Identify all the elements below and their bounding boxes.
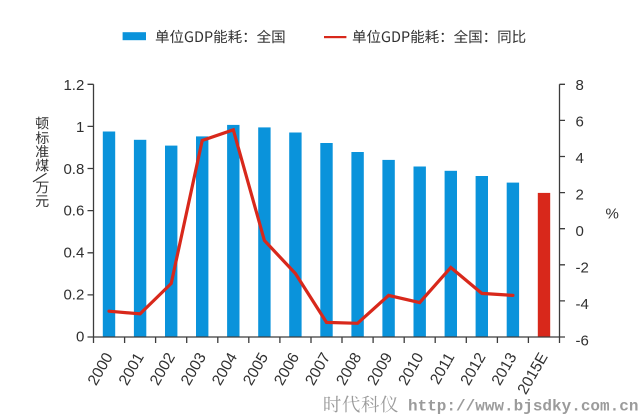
svg-text:2000: 2000 xyxy=(85,350,117,389)
svg-text:0: 0 xyxy=(576,223,584,240)
svg-text:1: 1 xyxy=(76,119,84,136)
svg-text:2005: 2005 xyxy=(240,350,272,388)
svg-text:2006: 2006 xyxy=(271,350,303,388)
svg-text:2011: 2011 xyxy=(427,350,458,387)
svg-text:-4: -4 xyxy=(576,296,589,313)
svg-text:2013: 2013 xyxy=(489,350,521,388)
svg-text:%: % xyxy=(606,206,619,223)
svg-text:0.2: 0.2 xyxy=(63,286,84,303)
svg-text:2003: 2003 xyxy=(178,350,210,388)
svg-text:2004: 2004 xyxy=(209,350,241,389)
svg-text:-6: -6 xyxy=(576,332,589,349)
svg-text:2007: 2007 xyxy=(302,350,334,388)
svg-text:4: 4 xyxy=(576,150,584,167)
svg-text:-2: -2 xyxy=(576,259,589,276)
svg-text:8: 8 xyxy=(576,77,584,94)
svg-text:6: 6 xyxy=(576,113,584,130)
svg-text:2009: 2009 xyxy=(364,350,396,388)
svg-text:2008: 2008 xyxy=(333,350,365,388)
svg-text:0.8: 0.8 xyxy=(63,161,84,178)
svg-text:2015E: 2015E xyxy=(515,350,552,397)
svg-text:http://www.bjsdky.com.cn: http://www.bjsdky.com.cn xyxy=(408,397,638,415)
svg-text:2001: 2001 xyxy=(116,350,148,388)
svg-text:0: 0 xyxy=(76,328,84,345)
svg-text:0.6: 0.6 xyxy=(63,203,84,220)
svg-text:2012: 2012 xyxy=(457,350,489,388)
svg-text:0.4: 0.4 xyxy=(63,245,84,262)
svg-text:2: 2 xyxy=(576,186,584,203)
svg-text:1.2: 1.2 xyxy=(63,77,84,94)
svg-text:2002: 2002 xyxy=(147,350,179,388)
svg-text:2010: 2010 xyxy=(395,350,427,389)
